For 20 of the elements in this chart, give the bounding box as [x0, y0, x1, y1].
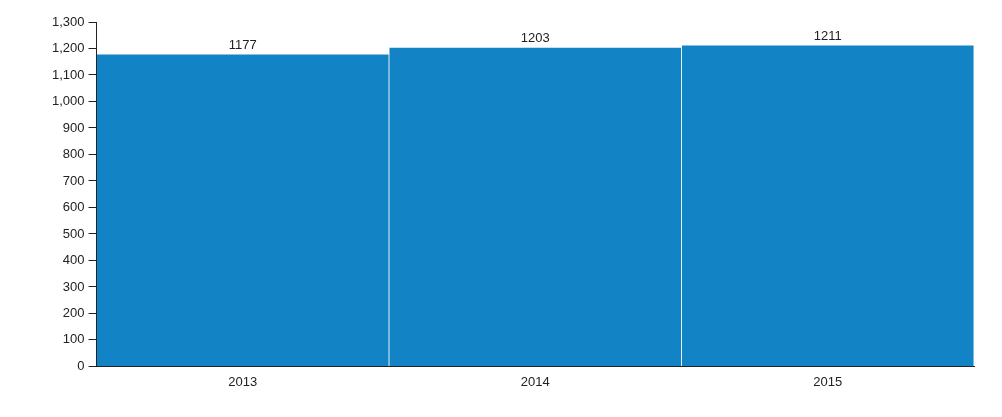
y-tick-label: 200 [62, 304, 85, 320]
y-tick-label: 700 [62, 172, 85, 188]
y-tick-label: 1,100 [51, 66, 85, 82]
y-tick-label: 900 [62, 119, 85, 135]
y-tick-label: 800 [62, 146, 85, 162]
x-tick-label: 2013 [228, 373, 258, 389]
y-tick-label: 1,200 [51, 40, 85, 56]
x-tick-label: 2015 [813, 373, 843, 389]
y-tick-label: 300 [62, 278, 85, 294]
data-label: 1211 [813, 27, 842, 43]
x-tick-label: 2014 [520, 373, 550, 389]
y-tick-label: 1,000 [51, 93, 85, 109]
data-label: 1203 [520, 29, 550, 45]
y-tick-label: 1,300 [51, 13, 85, 29]
y-tick-label: 100 [62, 331, 85, 347]
y-tick-label: 0 [77, 357, 85, 373]
y-tick-label: 500 [62, 225, 85, 241]
y-tick-label: 400 [62, 252, 85, 268]
data-label: 1177 [228, 36, 257, 52]
y-tick-label: 600 [62, 199, 85, 215]
